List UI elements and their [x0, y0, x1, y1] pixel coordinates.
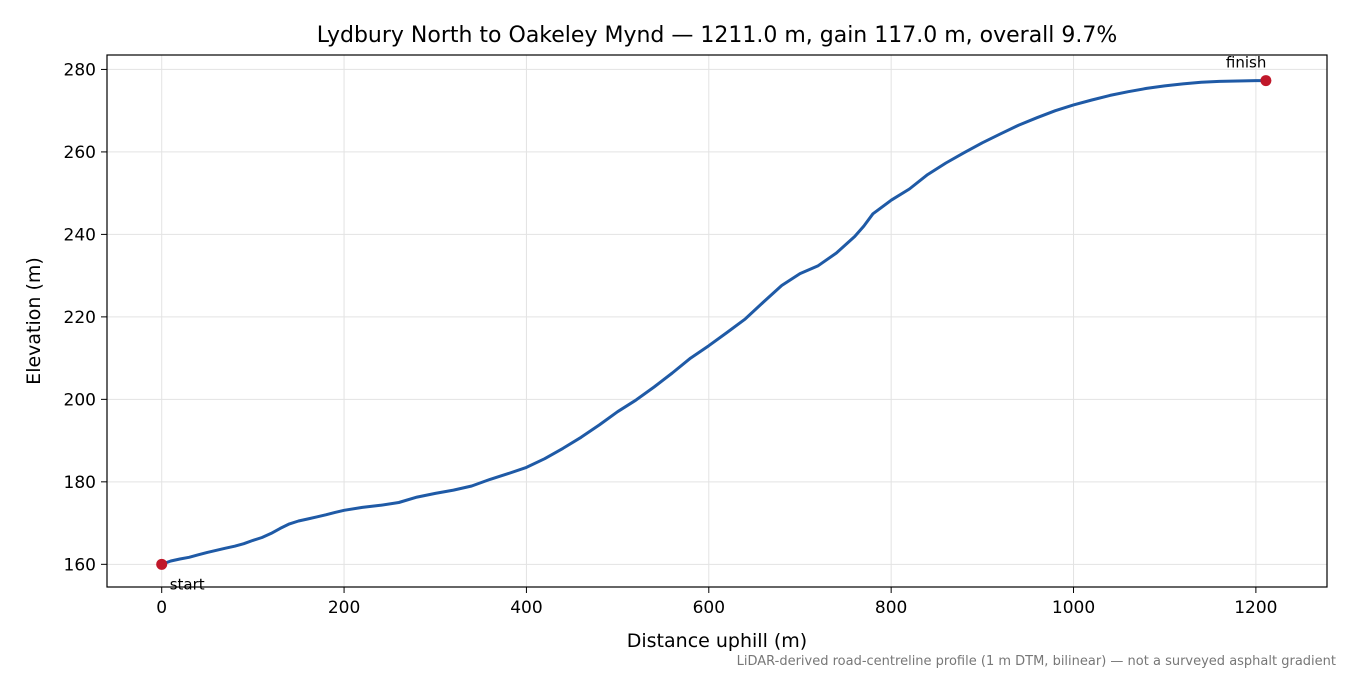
x-tick-label: 200 [328, 598, 360, 618]
x-tick-label: 600 [693, 598, 725, 618]
y-tick-label: 180 [64, 473, 96, 493]
plot-area-frame [106, 54, 1328, 588]
start-label: start [170, 575, 205, 593]
y-tick-label: 200 [64, 390, 96, 410]
y-tick-label: 260 [64, 143, 96, 163]
x-tick-label: 0 [156, 598, 167, 618]
x-axis-label: Distance uphill (m) [627, 630, 807, 652]
x-tick-label: 1000 [1052, 598, 1095, 618]
y-tick-label: 280 [64, 60, 96, 80]
start-marker [156, 558, 168, 570]
y-tick-label: 220 [64, 308, 96, 328]
endpoint-markers: start finish [156, 54, 1272, 593]
y-tick-label: 160 [64, 555, 96, 575]
x-tick-label: 400 [510, 598, 542, 618]
y-tick-label: 240 [64, 225, 96, 245]
x-tick-label: 800 [875, 598, 907, 618]
finish-label: finish [1226, 54, 1266, 72]
y-axis-label: Elevation (m) [23, 257, 45, 385]
axis-ticks: 0 200 400 600 800 1000 1200 160 180 200 220 240 260 2… [64, 60, 1278, 618]
finish-marker [1260, 75, 1272, 87]
grid-lines [107, 55, 1327, 587]
elevation-profile-line [161, 79, 1266, 566]
chart-title: Lydbury North to Oakeley Mynd — 1211.0 m… [317, 23, 1118, 48]
source-footnote: LiDAR-derived road-centreline profile (1… [737, 654, 1336, 669]
x-tick-label: 1200 [1234, 598, 1277, 618]
